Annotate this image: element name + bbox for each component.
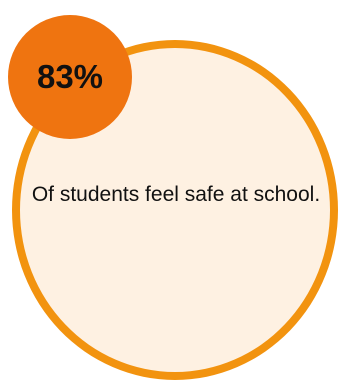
percentage-value: 83% <box>36 58 104 95</box>
stat-description: Of students feel safe at school. <box>31 183 321 206</box>
percentage-badge: 83% <box>8 15 132 139</box>
